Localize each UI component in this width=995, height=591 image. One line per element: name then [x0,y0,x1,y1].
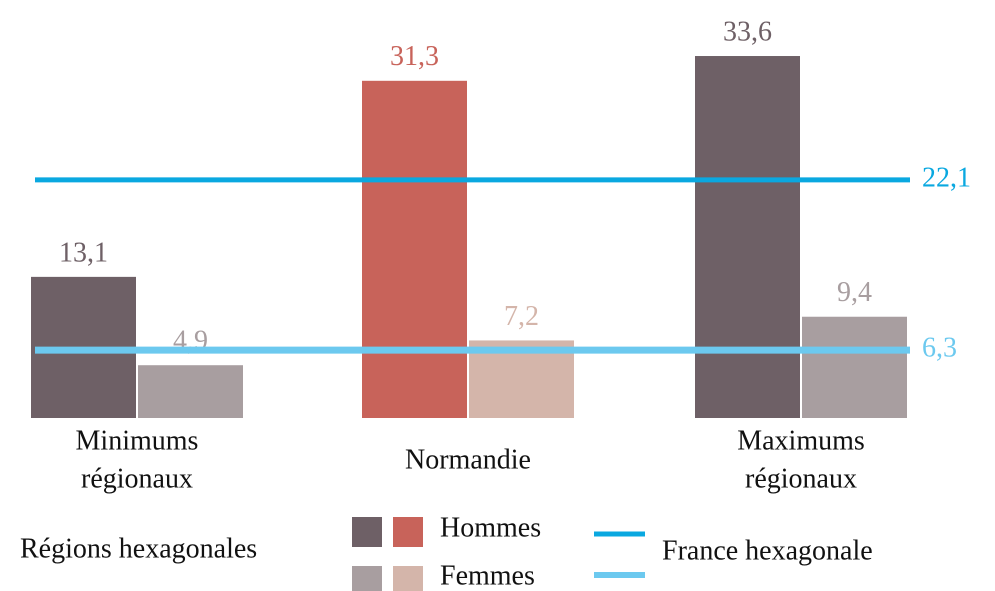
data-label: 13,1 [59,237,108,268]
data-label: 9,4 [837,277,872,308]
bar [802,316,907,418]
reference-label: 6,3 [922,333,957,364]
legend-label: Femmes [440,560,535,591]
legend-swatch [393,566,423,591]
legend-group-label: Régions hexagonales [20,533,257,564]
data-label: 31,3 [390,41,439,72]
bar [695,56,800,418]
legend-swatch [352,566,382,591]
reference-label: 22,1 [922,162,971,193]
x-tick-label: régionaux [745,463,857,494]
data-label: 7,2 [504,301,539,332]
bar [362,80,467,419]
x-tick-label: Minimums [76,425,199,456]
x-tick-label: Maximums [737,425,865,456]
legend-swatch [352,517,382,547]
bar [138,365,243,418]
x-tick-label: régionaux [81,463,193,494]
x-tick-label: Normandie [405,444,531,475]
data-label: 33,6 [723,16,772,47]
legend-label: Hommes [440,512,541,543]
legend-label: France hexagonale [662,535,873,566]
legend-swatch [393,517,423,547]
